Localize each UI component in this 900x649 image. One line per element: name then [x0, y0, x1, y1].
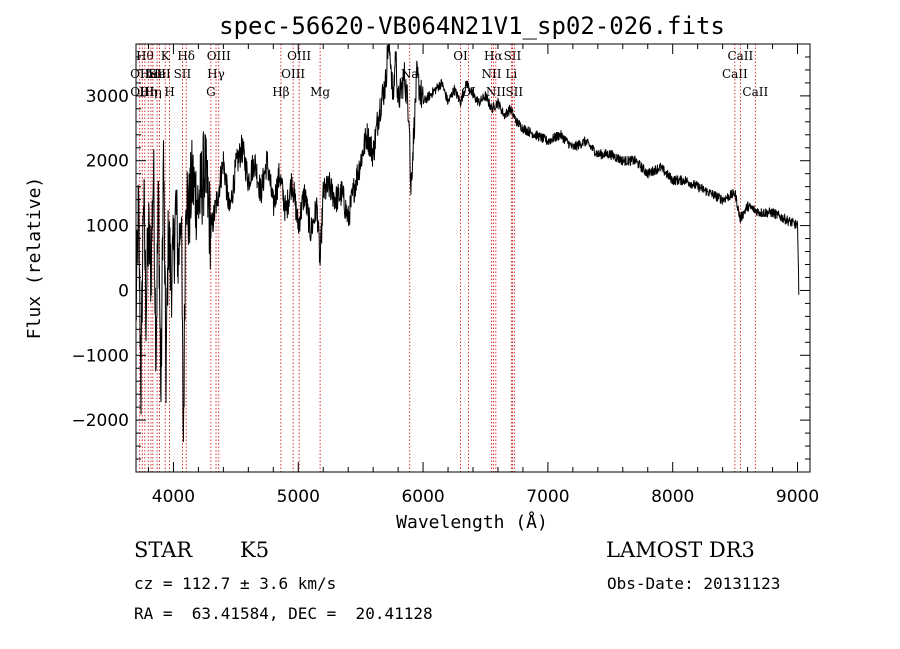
spectral-line-label-15: Hβ	[272, 85, 289, 99]
object-class: STAR	[134, 538, 193, 562]
chart-title: spec-56620-VB064N21V1_sp02-026.fits	[219, 12, 725, 40]
redshift-value: cz = 112.7 ± 3.6 km/s	[134, 574, 337, 593]
spectral-line-label-7: HeI	[148, 67, 171, 81]
spectral-line-label-27: SII	[505, 85, 523, 99]
spectral-line-label-6: SII	[148, 67, 166, 81]
plot-frame	[135, 43, 811, 473]
y-tick-label-3000: 3000	[86, 87, 129, 107]
spectral-line-label-13: Hγ	[207, 67, 225, 81]
spectral-line-label-28: CaII	[722, 67, 748, 81]
spectral-line-label-5: Hη	[144, 85, 162, 99]
x-tick-label-9000: 9000	[776, 487, 819, 507]
coordinates: RA = 63.41584, DEC = 20.41128	[134, 604, 433, 623]
y-tick-label-1000: 1000	[86, 217, 129, 237]
y-axis-label: Flux (relative)	[24, 177, 45, 340]
spectral-line-label-9: H	[164, 85, 174, 99]
spectral-line-label-11: Hδ	[177, 49, 195, 63]
spectral-line-label-25: Li	[505, 67, 517, 81]
y-tick-label--1000: −1000	[71, 346, 129, 366]
x-tick-label-4000: 4000	[152, 487, 195, 507]
spectral-line-label-19: Na	[401, 67, 419, 81]
y-tick-label--2000: −2000	[71, 411, 129, 431]
spectral-line-label-23: Hα	[484, 49, 503, 63]
spectral-line-label-16: OIII	[281, 67, 305, 81]
spectral-line-label-12: G	[206, 85, 216, 99]
spectral-line-label-17: OIII	[287, 49, 311, 63]
series-layer	[135, 43, 800, 443]
spectral-line-label-10: SII	[174, 67, 192, 81]
spectral-line-label-20: OI	[453, 49, 468, 63]
y-tick-label-2000: 2000	[86, 152, 129, 172]
x-tick-label-6000: 6000	[401, 487, 444, 507]
observation-date: Obs-Date: 20131123	[607, 574, 781, 593]
axes: 4000 5000 6000 7000 8000 9000 −2000 −1000 0 1000 2…	[71, 43, 819, 507]
x-axis-label: Wavelength (Å)	[396, 511, 548, 533]
object-subclass: K5	[240, 538, 270, 562]
spectral-line-label-24: NII	[486, 85, 506, 99]
spectral-line-label-30: CaII	[742, 85, 768, 99]
x-tick-label-8000: 8000	[651, 487, 694, 507]
x-tick-label-5000: 5000	[277, 487, 320, 507]
series-flux	[135, 43, 800, 443]
spectral-line-label-26: SII	[504, 49, 522, 63]
spectral-line-label-18: Mg	[310, 85, 330, 99]
x-tick-label-7000: 7000	[526, 487, 569, 507]
spectral-line-label-0: OII	[130, 67, 150, 81]
survey-name: LAMOST DR3	[606, 538, 755, 562]
spectral-line-label-8: K	[161, 49, 171, 63]
spectral-line-markers: OIIOIIIHθHηHeIHηSIIHeIKHSIIHδGHγOIIIHβOI…	[130, 44, 768, 472]
spectral-line-label-2: Hθ	[136, 49, 154, 63]
spectral-line-label-14: OIII	[207, 49, 231, 63]
spectral-line-label-4: HeI	[140, 67, 163, 81]
spectral-line-label-22: NII	[481, 67, 501, 81]
y-tick-label-0: 0	[118, 281, 129, 301]
spectral-line-label-29: CaII	[727, 49, 753, 63]
